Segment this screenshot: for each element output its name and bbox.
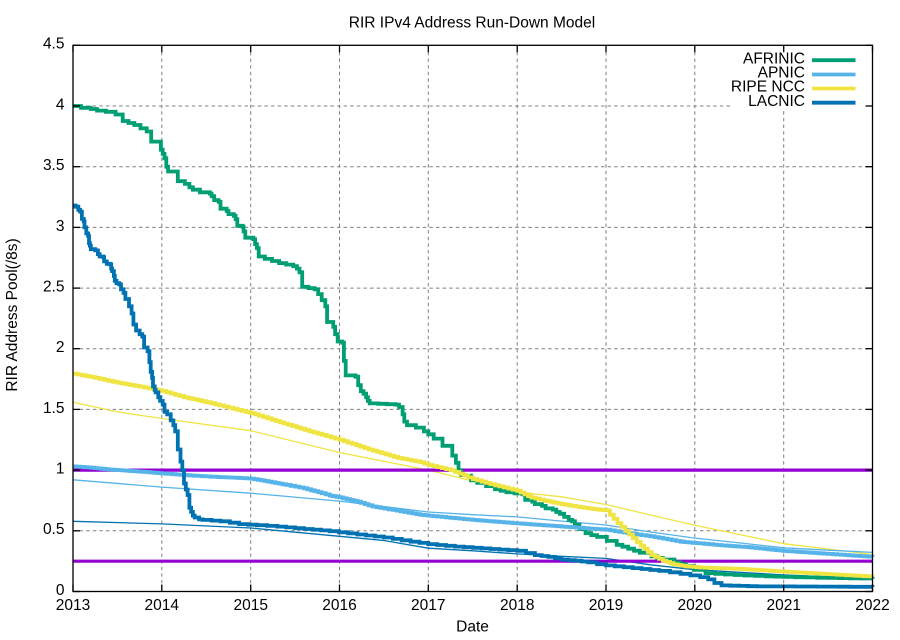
svg-text:2015: 2015: [233, 597, 267, 614]
svg-text:RIPE NCC: RIPE NCC: [731, 79, 805, 96]
svg-text:2.5: 2.5: [43, 279, 65, 296]
svg-text:RIR IPv4 Address Run-Down Mode: RIR IPv4 Address Run-Down Model: [349, 15, 595, 32]
svg-text:1.5: 1.5: [43, 400, 65, 417]
svg-text:Date: Date: [456, 619, 489, 636]
svg-text:APNIC: APNIC: [758, 65, 805, 82]
svg-text:4.5: 4.5: [43, 36, 65, 53]
svg-text:2014: 2014: [145, 597, 180, 614]
svg-text:2013: 2013: [56, 597, 90, 614]
svg-text:0.5: 0.5: [43, 521, 65, 538]
svg-text:3.5: 3.5: [43, 157, 65, 174]
svg-text:LACNIC: LACNIC: [748, 93, 805, 110]
svg-text:2018: 2018: [500, 597, 534, 614]
svg-text:2: 2: [56, 339, 65, 356]
svg-text:3: 3: [56, 218, 65, 235]
svg-text:2019: 2019: [589, 597, 623, 614]
svg-text:2022: 2022: [855, 597, 889, 614]
svg-text:1: 1: [56, 461, 65, 478]
svg-text:2017: 2017: [411, 597, 445, 614]
svg-text:RIR Address Pool(/8s): RIR Address Pool(/8s): [4, 238, 21, 391]
svg-text:0: 0: [56, 582, 65, 599]
svg-text:2021: 2021: [766, 597, 800, 614]
svg-text:2020: 2020: [678, 597, 713, 614]
svg-text:4: 4: [56, 96, 65, 113]
svg-text:2016: 2016: [322, 597, 356, 614]
svg-text:AFRINIC: AFRINIC: [743, 50, 805, 67]
